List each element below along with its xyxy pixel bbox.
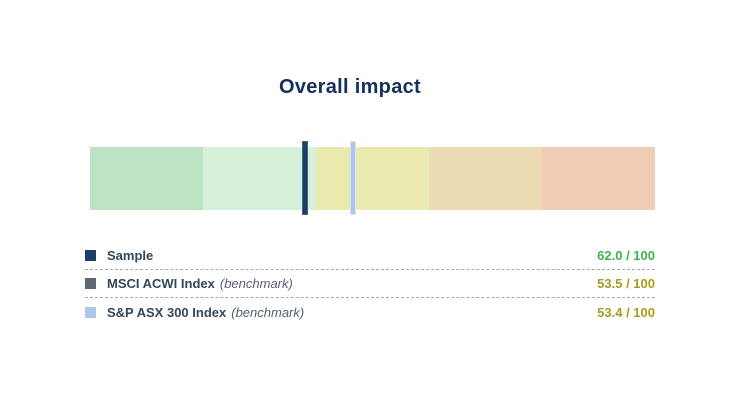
legend-qualifier: (benchmark) — [219, 276, 293, 291]
impact-band — [90, 147, 655, 210]
band-segment-salmon — [542, 147, 655, 210]
legend-label: S&P ASX 300 Index — [107, 304, 227, 320]
page-title: Overall impact — [278, 76, 422, 98]
band-segment-yellow — [316, 147, 429, 210]
legend-value: 62.0 / 100 — [597, 248, 655, 263]
asx-swatch-icon — [85, 306, 96, 318]
legend-label: Sample — [107, 248, 154, 263]
legend-row-sample: Sample 62.0 / 100 — [85, 242, 655, 270]
msci-swatch-icon — [85, 278, 96, 289]
legend-row-sp-asx-300: S&P ASX 300 Index (benchmark) 53.4 / 100 — [85, 298, 655, 326]
marker-sample — [301, 141, 308, 215]
legend-value: 53.4 / 100 — [597, 304, 655, 320]
impact-gauge — [90, 141, 655, 215]
band-segment-light-green — [203, 147, 316, 210]
legend-row-msci-acwi: MSCI ACWI Index (benchmark) 53.5 / 100 — [85, 270, 655, 298]
legend: Sample 62.0 / 100 MSCI ACWI Index (bench… — [85, 242, 655, 326]
legend-label: MSCI ACWI Index — [107, 276, 215, 291]
band-segment-tan — [429, 147, 542, 210]
legend-value: 53.5 / 100 — [597, 276, 655, 291]
marker-layer — [90, 141, 655, 215]
marker-s-p-asx-300-index — [350, 141, 357, 215]
sample-swatch-icon — [85, 250, 96, 261]
band-segment-green — [90, 147, 203, 210]
legend-qualifier: (benchmark) — [231, 304, 305, 320]
